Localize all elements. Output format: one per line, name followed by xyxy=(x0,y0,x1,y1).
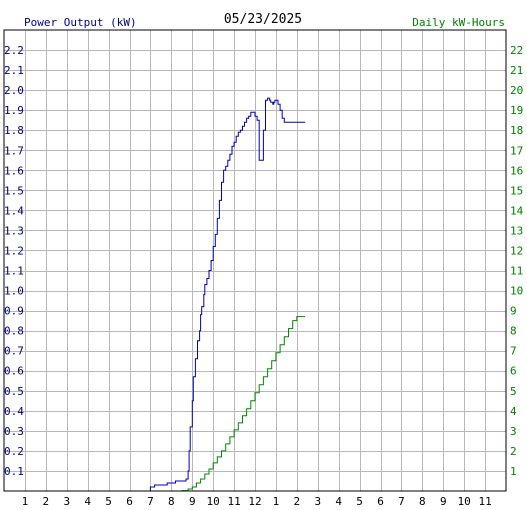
right-tick-label: 20 xyxy=(510,84,523,97)
right-tick-label: 4 xyxy=(510,405,517,418)
series-layer xyxy=(144,97,306,492)
x-tick-label: 2 xyxy=(294,495,301,508)
left-tick-label: 1.1 xyxy=(4,265,24,278)
x-tick-label: 10 xyxy=(207,495,220,508)
x-tick-label: 5 xyxy=(356,495,363,508)
x-tick-label: 11 xyxy=(478,495,491,508)
left-axis-ticks: 0.1 0.2 0.3 0.4 0.5 0.6 0.7 0.8 0.9 1.0 1.1 1.2 1.3 1… xyxy=(4,44,24,478)
right-tick-label: 10 xyxy=(510,285,523,298)
right-tick-label: 21 xyxy=(510,64,523,77)
left-tick-label: 0.7 xyxy=(4,345,24,358)
x-tick-label: 10 xyxy=(458,495,471,508)
left-tick-label: 1.7 xyxy=(4,144,24,157)
left-tick-label: 1.8 xyxy=(4,124,24,137)
x-tick-label: 6 xyxy=(126,495,133,508)
left-tick-label: 0.3 xyxy=(4,425,24,438)
right-tick-label: 17 xyxy=(510,144,523,157)
right-tick-label: 5 xyxy=(510,385,517,398)
right-tick-label: 13 xyxy=(510,224,523,237)
x-tick-label: 8 xyxy=(168,495,175,508)
grid-lines xyxy=(4,30,506,491)
x-tick-label: 12 xyxy=(248,495,261,508)
x-tick-label: 3 xyxy=(63,495,70,508)
x-tick-label: 1 xyxy=(22,495,29,508)
left-tick-label: 1.3 xyxy=(4,224,24,237)
left-tick-label: 2.1 xyxy=(4,64,24,77)
right-tick-label: 7 xyxy=(510,345,517,358)
right-tick-label: 18 xyxy=(510,124,523,137)
left-tick-label: 2.0 xyxy=(4,84,24,97)
x-tick-label: 11 xyxy=(227,495,240,508)
x-axis-ticks: 1 2 3 4 5 6 7 8 9 10 11 12 1 2 3 4 5 6 7 8 9 10 11 xyxy=(22,495,492,508)
left-tick-label: 0.2 xyxy=(4,445,24,458)
right-tick-label: 2 xyxy=(510,445,517,458)
left-tick-label: 1.0 xyxy=(4,285,24,298)
left-tick-label: 1.6 xyxy=(4,164,24,177)
left-tick-label: 0.6 xyxy=(4,365,24,378)
left-tick-label: 0.4 xyxy=(4,405,24,418)
x-tick-label: 4 xyxy=(84,495,91,508)
right-tick-label: 22 xyxy=(510,44,523,57)
x-tick-label: 2 xyxy=(43,495,50,508)
left-tick-label: 0.9 xyxy=(4,305,24,318)
x-tick-label: 1 xyxy=(273,495,280,508)
x-tick-label: 9 xyxy=(440,495,447,508)
left-tick-label: 0.5 xyxy=(4,385,24,398)
right-tick-label: 11 xyxy=(510,265,523,278)
x-tick-label: 5 xyxy=(105,495,112,508)
chart-title: 05/23/2025 xyxy=(224,12,302,27)
right-tick-label: 12 xyxy=(510,244,523,257)
right-axis-label: Daily kW-Hours xyxy=(412,16,505,29)
daily-kwh-line xyxy=(154,316,306,492)
left-tick-label: 1.2 xyxy=(4,244,24,257)
x-tick-label: 7 xyxy=(398,495,405,508)
x-tick-label: 8 xyxy=(419,495,426,508)
x-tick-label: 9 xyxy=(189,495,196,508)
right-tick-label: 9 xyxy=(510,305,517,318)
right-tick-label: 19 xyxy=(510,104,523,117)
right-tick-label: 8 xyxy=(510,325,517,338)
left-tick-label: 1.5 xyxy=(4,184,24,197)
right-tick-label: 3 xyxy=(510,425,517,438)
left-axis-label: Power Output (kW) xyxy=(24,16,137,29)
right-tick-label: 15 xyxy=(510,184,523,197)
left-tick-label: 2.2 xyxy=(4,44,24,57)
x-tick-label: 3 xyxy=(314,495,321,508)
left-tick-label: 1.9 xyxy=(4,104,24,117)
x-tick-label: 6 xyxy=(377,495,384,508)
x-tick-label: 4 xyxy=(335,495,342,508)
left-tick-label: 0.1 xyxy=(4,465,24,478)
right-tick-label: 16 xyxy=(510,164,523,177)
power-output-line xyxy=(144,97,306,492)
left-tick-label: 0.8 xyxy=(4,325,24,338)
plot-frame xyxy=(3,29,507,492)
right-tick-label: 6 xyxy=(510,365,517,378)
right-tick-label: 1 xyxy=(510,465,517,478)
right-tick-label: 14 xyxy=(510,204,524,217)
left-tick-label: 1.4 xyxy=(4,204,24,217)
x-tick-label: 7 xyxy=(147,495,154,508)
